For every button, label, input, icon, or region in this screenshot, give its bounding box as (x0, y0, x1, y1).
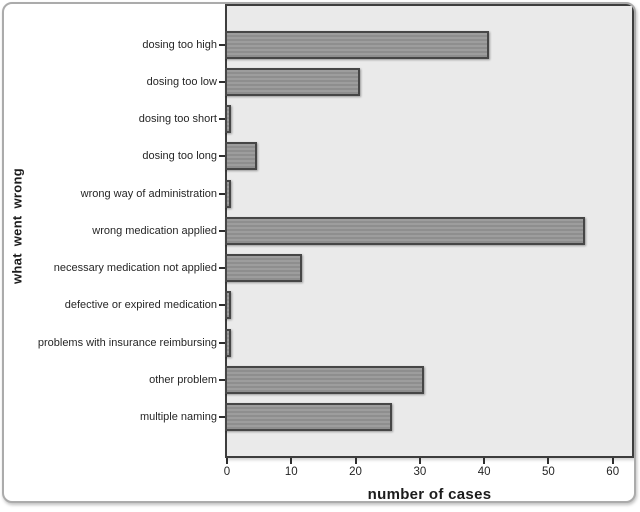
x-tick-30 (418, 458, 421, 464)
x-axis-tick-labels: 0 10 20 30 40 50 60 (223, 466, 632, 480)
category-tick-mark (219, 341, 226, 344)
category-label-row: dosing too short (6, 101, 226, 138)
bar-dosing-too-long (225, 142, 258, 171)
category-label-row: multiple naming (6, 399, 226, 436)
bar-row (225, 101, 632, 138)
bar-row (225, 287, 632, 324)
category-labels: dosing too high dosing too low dosing too … (6, 4, 226, 458)
category-label-dosing-too-short: dosing too short (138, 113, 217, 126)
bar-row (225, 138, 632, 175)
bar-problems-with-insurance-reimbursing (225, 328, 232, 357)
category-label-problems-with-insurance-reimbursing: problems with insurance reimbursing (37, 336, 217, 349)
bar-wrong-way-of-administration (225, 179, 232, 208)
category-label-row: problems with insurance reimbursing (6, 324, 226, 361)
bar-dosing-too-low (225, 67, 360, 96)
category-label-other-problem: other problem (149, 374, 217, 387)
category-label-dosing-too-low: dosing too low (146, 75, 217, 88)
category-label-row: wrong way of administration (6, 175, 226, 212)
bar-other-problem (225, 366, 425, 395)
bar-row (225, 250, 632, 287)
x-tick-40 (483, 458, 486, 464)
category-label-dosing-too-long: dosing too long (142, 150, 217, 163)
bar-row (225, 324, 632, 361)
category-tick-mark (219, 80, 226, 83)
x-tick-label-0: 0 (223, 466, 231, 478)
bar-necessary-medication-not-applied (225, 254, 303, 283)
category-label-defective-or-expired-medication: defective or expired medication (64, 299, 217, 312)
figure-card: what went wrong dosing too high dosing to… (2, 2, 636, 503)
category-tick-mark (219, 304, 226, 307)
category-tick-mark (219, 267, 226, 270)
bar-row (225, 63, 632, 100)
category-tick-mark (219, 43, 226, 46)
x-tick-label-60: 60 (606, 466, 620, 478)
category-label-dosing-too-high: dosing too high (142, 38, 217, 51)
bar-dosing-too-short (225, 105, 232, 134)
category-label-row: dosing too high (6, 26, 226, 63)
category-label-necessary-medication-not-applied: necessary medication not applied (53, 262, 217, 275)
x-axis-ticks (226, 458, 632, 464)
bar-row (225, 212, 632, 249)
category-label-row: dosing too long (6, 138, 226, 175)
x-tick-label-50: 50 (542, 466, 555, 478)
bar-row (225, 26, 632, 63)
category-label-row: other problem (6, 361, 226, 398)
plot-area (225, 4, 634, 458)
category-label-row: dosing too low (6, 63, 226, 100)
bar-defective-or-expired-medication (225, 291, 232, 320)
category-tick-mark (219, 192, 226, 195)
category-label-row: defective or expired medication (6, 287, 226, 324)
x-tick-20 (354, 458, 357, 464)
bar-wrong-medication-applied (225, 216, 585, 245)
category-label-wrong-way-of-administration: wrong way of administration (80, 187, 217, 200)
bar-row (225, 175, 632, 212)
bar-row (225, 361, 632, 398)
x-tick-label-30: 30 (413, 466, 427, 478)
category-tick-mark (219, 379, 226, 382)
bar-dosing-too-high (225, 30, 489, 59)
category-tick-mark (219, 416, 226, 419)
category-label-row: necessary medication not applied (6, 250, 226, 287)
category-label-row: wrong medication applied (6, 212, 226, 249)
x-axis-title: number of cases (367, 486, 492, 503)
x-tick-50 (547, 458, 550, 464)
category-tick-mark (219, 155, 226, 158)
bar-row (225, 399, 632, 436)
x-tick-10 (290, 458, 293, 464)
category-label-wrong-medication-applied: wrong medication applied (92, 224, 217, 237)
x-tick-label-20: 20 (349, 466, 362, 478)
x-tick-label-10: 10 (284, 466, 298, 478)
category-tick-mark (219, 118, 226, 121)
x-tick-0 (226, 458, 228, 464)
x-tick-label-40: 40 (477, 466, 491, 478)
category-tick-mark (219, 229, 226, 232)
bar-multiple-naming (225, 403, 393, 432)
category-label-multiple-naming: multiple naming (139, 411, 217, 424)
x-tick-60 (611, 458, 614, 464)
